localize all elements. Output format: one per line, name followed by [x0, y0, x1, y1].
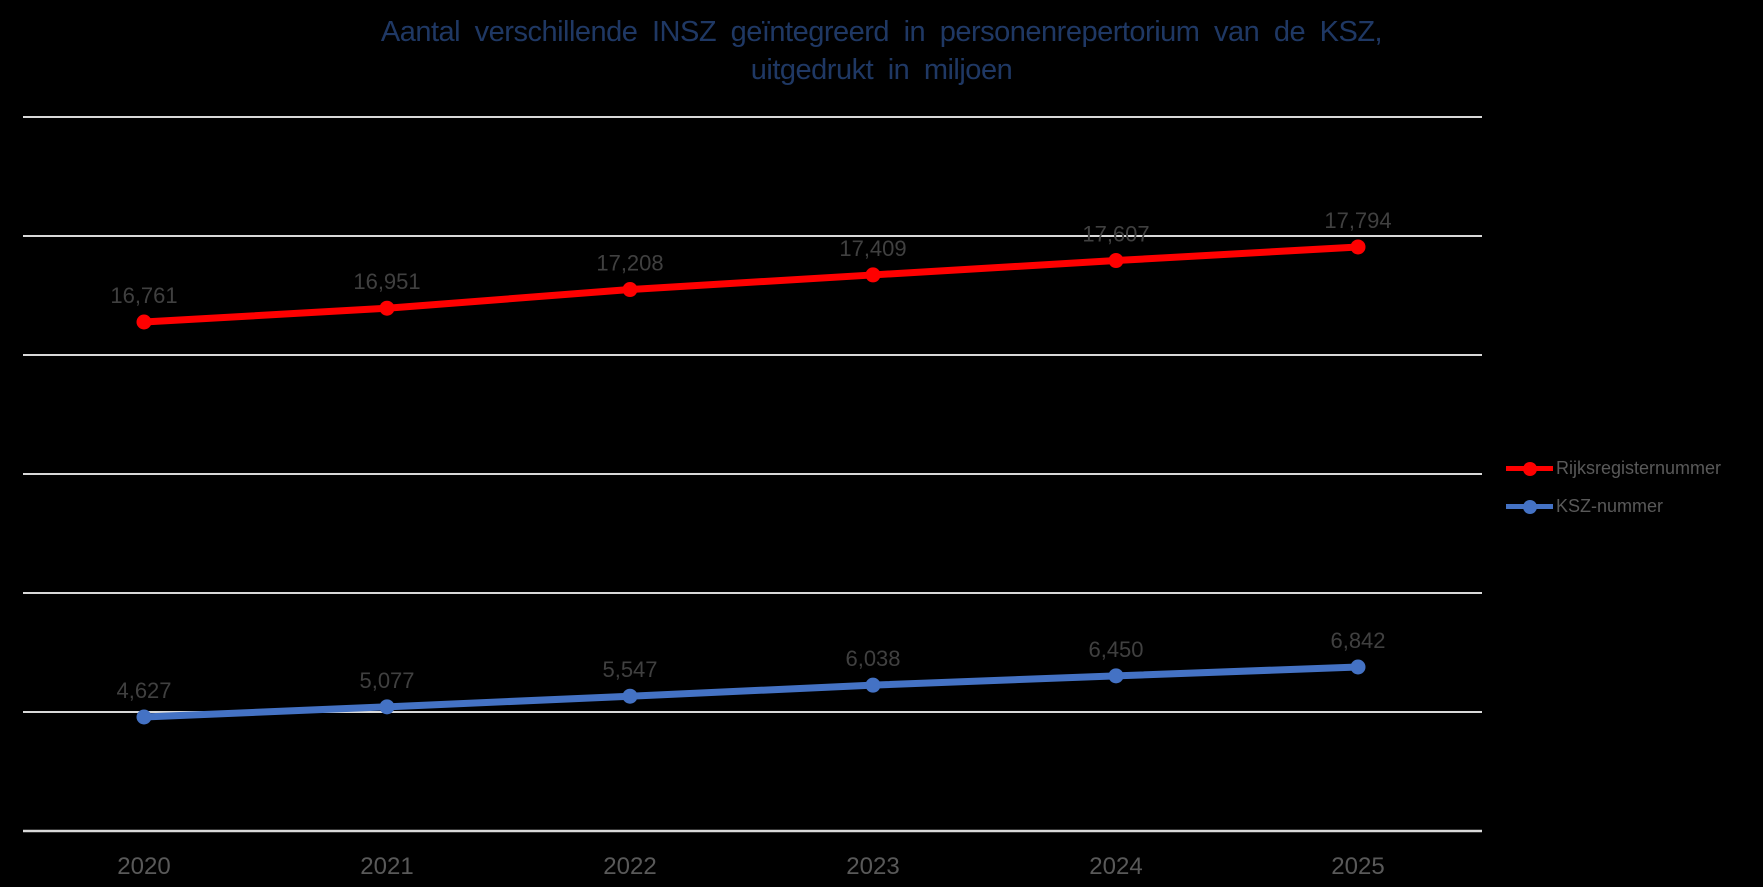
data-label: 5,077 [359, 668, 414, 693]
series-line-rijksregisternummer [140, 243, 1362, 326]
x-axis-label: 2022 [603, 853, 656, 880]
data-point-rijksregisternummer [1350, 239, 1366, 255]
data-point-ksz-nummer [1350, 659, 1366, 675]
data-label: 17,208 [596, 251, 663, 276]
data-label: 6,842 [1330, 628, 1385, 653]
x-axis-label: 2021 [360, 853, 413, 880]
data-point-ksz-nummer [865, 677, 881, 693]
blue-line-marker-icon [1506, 499, 1553, 514]
data-point-rijksregisternummer [136, 314, 152, 330]
data-label: 6,450 [1088, 637, 1143, 662]
data-point-rijksregisternummer [1108, 253, 1124, 269]
x-axis-label: 2025 [1331, 853, 1384, 880]
data-point-rijksregisternummer [622, 282, 638, 298]
data-point-ksz-nummer [379, 699, 395, 715]
data-label: 4,627 [116, 678, 171, 703]
legend-item-ksz-nummer: KSZ-nummer [1506, 496, 1721, 517]
x-axis-label: 2024 [1089, 853, 1142, 880]
data-point-ksz-nummer [136, 709, 152, 725]
data-point-ksz-nummer [622, 688, 638, 704]
series-line-ksz-nummer [140, 663, 1362, 721]
data-label: 16,951 [353, 269, 420, 294]
data-point-rijksregisternummer [379, 300, 395, 316]
legend-item-rijksregisternummer: Rijksregisternummer [1506, 458, 1721, 479]
data-label: 6,038 [845, 646, 900, 671]
data-point-ksz-nummer [1108, 668, 1124, 684]
data-label: 17,794 [1324, 208, 1391, 233]
x-axis-label: 2020 [117, 853, 170, 880]
red-line-marker-icon [1506, 461, 1553, 476]
legend-label: KSZ-nummer [1556, 496, 1664, 516]
data-label: 17,409 [839, 236, 906, 261]
data-point-rijksregisternummer [865, 267, 881, 283]
data-label: 16,761 [110, 283, 177, 308]
legend-label: Rijksregisternummer [1556, 458, 1722, 478]
chart-title-line-1: Aantal verschillende INSZ geïntegreerd i… [380, 16, 1383, 48]
data-label: 17,607 [1082, 222, 1149, 247]
x-axis-label: 2023 [846, 853, 899, 880]
chart-legend: Rijksregisternummer KSZ-nummer [1506, 458, 1721, 517]
chart-title: Aantal verschillende INSZ geïntegreerd i… [0, 13, 1763, 89]
data-label: 5,547 [602, 657, 657, 682]
chart-title-line-2: uitgedrukt in miljoen [750, 54, 1013, 86]
